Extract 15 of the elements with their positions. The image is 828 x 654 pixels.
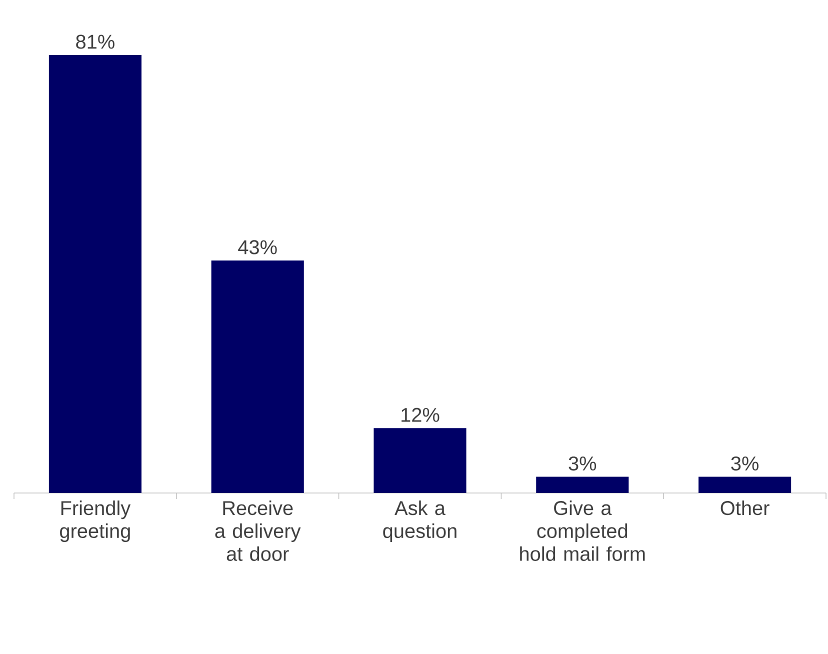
bar (48, 55, 142, 493)
data-label: 43% (238, 240, 277, 254)
x-tick-label: Friendly greeting (60, 500, 131, 542)
x-tick-label: Other (720, 500, 770, 516)
bar (374, 428, 466, 493)
bar (536, 476, 629, 493)
x-tick-label: Ask a question (383, 500, 456, 542)
x-tick-label: Receive a delivery at door (215, 500, 301, 561)
x-tick-label: Give a completed hold mail form (520, 500, 645, 561)
data-label: 12% (402, 408, 440, 422)
data-label: 3% (731, 456, 758, 471)
bar (698, 476, 792, 493)
data-label: 81% (76, 34, 114, 49)
bar (211, 260, 304, 493)
data-label: 3% (568, 456, 596, 471)
